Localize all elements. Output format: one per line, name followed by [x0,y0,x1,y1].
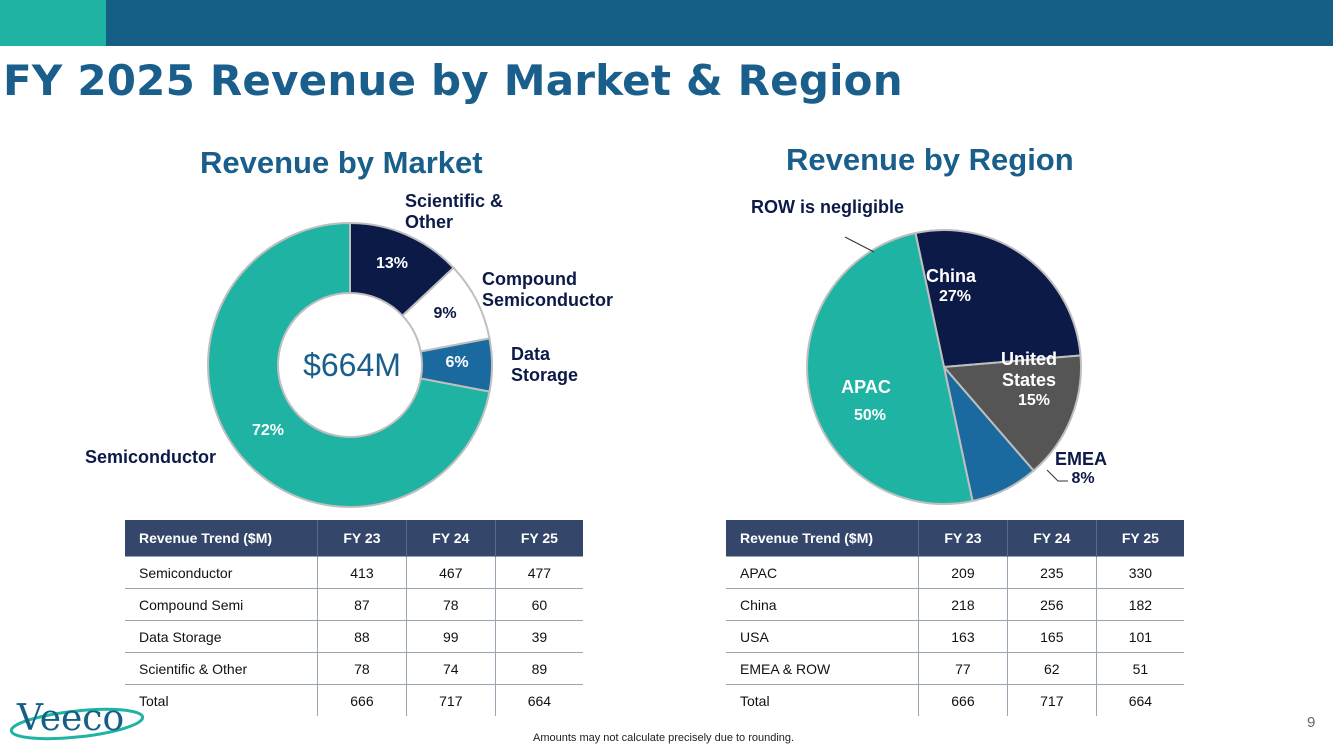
pie-category-label-emea: EMEA [1055,449,1107,469]
table-row: Compound Semi 87 78 60 [125,588,583,621]
table-cell: 99 [405,620,496,653]
table-cell: 89 [494,652,583,685]
table-cell: China [726,588,919,621]
logo-text: Veeco [16,698,124,739]
table-cell: 209 [918,556,1008,589]
pie-category-label-united-states: United States [1001,349,1057,390]
donut-slice-semiconductor [207,221,491,508]
table-cell: 39 [494,620,583,653]
table-cell: 165 [1006,620,1097,653]
table-row: EMEA & ROW 77 62 51 [726,652,1184,685]
pie-value-label-emea: 8% [1071,470,1094,487]
table-cell: 717 [405,684,496,716]
market-category-label-semiconductor: Semiconductor [85,447,217,467]
header-accent-bar [0,0,106,46]
veeco-logo: Veeco [9,698,145,741]
region-chart-title: Revenue by Region [786,142,1074,177]
pie-category-label-china: China [926,266,977,286]
table-cell: 235 [1006,556,1097,589]
footnote: Amounts may not calculate precisely due … [533,732,795,744]
table-header-cell: FY 25 [494,520,583,557]
table-cell: 256 [1006,588,1097,621]
table-cell: 60 [494,588,583,621]
table-cell: 717 [1006,684,1097,716]
table-cell: 477 [494,556,583,589]
market-category-label-scientific: Scientific & Other [405,191,504,232]
table-cell: Semiconductor [125,556,318,589]
table-header-cell: FY 24 [405,520,496,557]
table-cell: 330 [1095,556,1184,589]
table-cell: 664 [1095,684,1184,716]
table-row: Scientific & Other 78 74 89 [125,652,583,685]
pie-value-label-united-states: 15% [1018,392,1050,409]
table-cell: 77 [918,652,1008,685]
donut-center-total: $664M [303,347,401,383]
table-cell: 62 [1006,652,1097,685]
donut-value-label-compound-semiconductor: 9% [433,305,456,322]
table-cell: 51 [1095,652,1184,685]
emea-leader-line [1046,469,1068,482]
region-trend-table: Revenue Trend ($M) FY 23 FY 24 FY 25 APA… [726,520,1184,716]
table-header-cell: FY 23 [918,520,1008,557]
table-cell: Total [125,684,318,716]
table-cell: 413 [317,556,407,589]
table-cell: 666 [918,684,1008,716]
market-category-label-data-storage: Data Storage [511,344,579,385]
table-row: China 218 256 182 [726,588,1184,621]
table-row: Total 666 717 664 [726,684,1184,716]
pie-value-label-apac: 50% [854,407,886,424]
table-cell: 74 [405,652,496,685]
table-row: Total 666 717 664 [125,684,583,716]
table-header-cell: FY 25 [1095,520,1184,557]
table-cell: EMEA & ROW [726,652,919,685]
table-header-row: Revenue Trend ($M) FY 23 FY 24 FY 25 [125,520,583,557]
donut-value-label-data-storage: 6% [445,354,468,371]
market-donut-chart: 13% 9% 6% 72% $664M [207,221,493,508]
table-cell: 101 [1095,620,1184,653]
donut-value-label-semiconductor: 72% [252,422,284,439]
pie-slice-united-states [941,354,1082,473]
pie-slice-china [914,229,1082,369]
header-bar [106,0,1333,46]
table-cell: 467 [405,556,496,589]
table-header-cell: Revenue Trend ($M) [726,520,919,557]
donut-value-label-scientific-other: 13% [376,255,408,272]
table-cell: Compound Semi [125,588,318,621]
row-leader-line [844,236,875,253]
market-category-label-compound: Compound Semiconductor [482,269,614,310]
table-cell: 218 [918,588,1008,621]
table-cell: 182 [1095,588,1184,621]
table-cell: Data Storage [125,620,318,653]
table-header-row: Revenue Trend ($M) FY 23 FY 24 FY 25 [726,520,1184,557]
table-cell: USA [726,620,919,653]
table-cell: 88 [317,620,407,653]
table-row: Semiconductor 413 467 477 [125,556,583,589]
market-trend-table: Revenue Trend ($M) FY 23 FY 24 FY 25 Sem… [125,520,583,716]
market-chart-title: Revenue by Market [200,145,483,180]
table-cell: APAC [726,556,919,589]
table-row: Data Storage 88 99 39 [125,620,583,653]
table-row: USA 163 165 101 [726,620,1184,653]
slide-title: FY 2025 Revenue by Market & Region [3,56,903,105]
page-number: 9 [1307,714,1316,731]
table-cell: 163 [918,620,1008,653]
pie-category-label-apac: APAC [841,377,891,397]
table-header-cell: FY 23 [317,520,407,557]
table-cell: 87 [317,588,407,621]
pie-value-label-china: 27% [939,288,971,305]
table-cell: Total [726,684,919,716]
table-cell: Scientific & Other [125,652,318,685]
table-row: APAC 209 235 330 [726,556,1184,589]
table-header-cell: FY 24 [1006,520,1097,557]
row-annotation: ROW is negligible [751,197,905,217]
table-cell: 78 [405,588,496,621]
table-cell: 666 [317,684,407,716]
pie-slice-apac [806,231,974,505]
table-cell: 78 [317,652,407,685]
table-cell: 664 [494,684,583,716]
table-header-cell: Revenue Trend ($M) [125,520,318,557]
